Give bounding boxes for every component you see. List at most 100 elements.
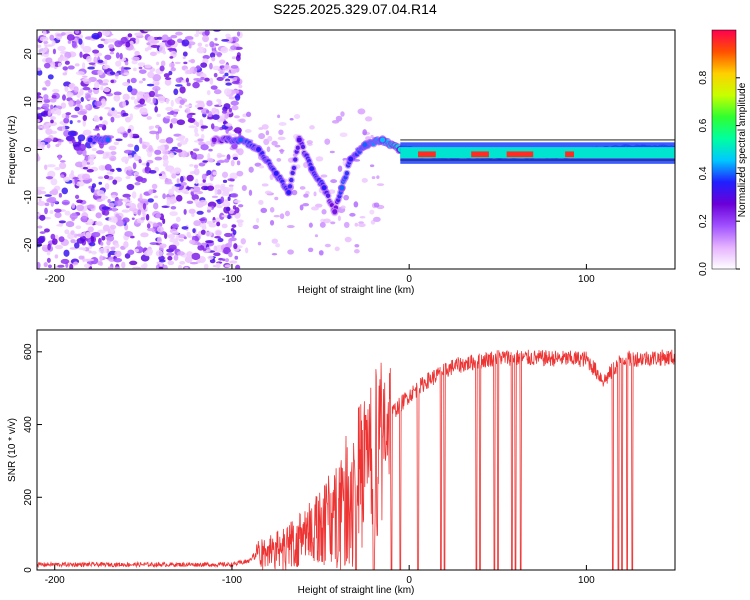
spectrogram-noise-blob (127, 33, 133, 38)
spectrogram-noise-blob (225, 82, 232, 86)
spectrogram-noise-blob (147, 198, 154, 203)
spectrogram-noise-blob (197, 42, 203, 47)
spectrogram-noise-blob (150, 44, 160, 48)
spectrogram-noise-blob (215, 162, 221, 166)
spectrogram-noise-blob (125, 41, 131, 48)
spectrogram-noise-blob (225, 33, 231, 38)
spectrogram-noise-blob (214, 184, 222, 189)
colorbar: 0.0 0.2 0.4 0.6 0.8 Normalized spectral ampl… (698, 29, 748, 276)
spectrogram-noise-blob (188, 125, 197, 129)
spectrogram-ridge-point (348, 156, 354, 162)
spectrogram-noise-blob (64, 229, 70, 235)
spectrogram-noise-blob (52, 238, 58, 245)
spectrogram-noise-blob (79, 88, 84, 96)
spectrogram-noise-blob (172, 108, 180, 112)
spectrogram-noise-blob (308, 222, 313, 228)
spectrogram-noise-blob (169, 56, 174, 59)
spectrogram-noise-blob (60, 102, 67, 109)
spectrogram-noise-blob (164, 77, 172, 81)
spectrogram-noise-blob (140, 232, 149, 238)
spectrogram-noise-blob (45, 57, 53, 64)
spectrogram-noise-blob (103, 87, 111, 93)
spectrogram-noise-blob (224, 158, 230, 163)
spectrogram-noise-blob (192, 81, 200, 89)
spectrogram-noise-blob (96, 150, 105, 155)
spectrogram-noise-blob (164, 181, 173, 185)
spectrogram-noise-blob (44, 164, 48, 170)
spectrogram-noise-blob (236, 219, 244, 224)
spectrogram-noise-blob (140, 216, 146, 221)
spectrogram-x-label: Height of straight line (km) (298, 285, 415, 296)
spectrogram-ridge-point (291, 165, 297, 171)
spectrogram-noise-blob (43, 262, 48, 268)
spectrogram-noise-blob (170, 99, 174, 107)
spectrogram-noise-blob (85, 231, 92, 239)
spectrogram-noise-blob (88, 62, 96, 65)
spectrogram-noise-blob (109, 168, 115, 173)
spectrogram-noise-blob (168, 70, 173, 76)
spectrogram-noise-blob (71, 138, 76, 144)
spectrogram-noise-blob (156, 226, 164, 233)
spectrogram-noise-blob (186, 231, 191, 238)
spectrogram-noise-blob (211, 56, 216, 62)
spectrogram-noise-blob (194, 127, 199, 134)
spectrogram-noise-blob (100, 38, 106, 42)
spectrogram-noise-blob (148, 170, 157, 174)
spectrogram-band-peak (565, 151, 574, 158)
spectrogram-noise-blob (179, 175, 184, 183)
spectrogram-noise-blob (148, 189, 154, 195)
spectrogram-noise-blob (57, 264, 65, 268)
spectrogram-noise-blob (206, 116, 214, 120)
spectrogram-noise-blob (101, 235, 106, 241)
spectrogram-noise-blob (103, 174, 110, 180)
spectrogram-noise-blob (191, 194, 200, 201)
spectrogram-noise-blob (230, 45, 237, 51)
spectrogram-noise-blob (134, 50, 140, 56)
spectrogram-noise-blob (127, 143, 134, 148)
spectrogram-noise-blob (82, 75, 88, 78)
spectrogram-noise-blob (343, 194, 350, 201)
spectrogram-noise-blob (106, 248, 110, 254)
spectrogram-noise-blob (99, 255, 103, 262)
spectrogram-noise-blob (122, 217, 130, 223)
spectrogram-noise-blob (108, 44, 115, 49)
spectrogram-noise-blob (191, 252, 201, 261)
spectrogram-noise-blob (153, 195, 159, 199)
spectrogram-noise-blob (90, 235, 95, 243)
spectrogram-noise-blob (78, 38, 83, 45)
spectrogram-noise-blob (37, 44, 42, 48)
spectrogram-noise-blob (94, 81, 100, 89)
spectrogram-y-tick-label: -10 (23, 190, 34, 205)
spectrogram-noise-blob (110, 116, 115, 123)
spectrogram-noise-blob (64, 51, 72, 59)
spectrogram-noise-blob (38, 235, 45, 243)
spectrogram-noise-blob (126, 205, 130, 209)
spectrogram-noise-blob (104, 245, 111, 250)
spectrogram-ridge-point (309, 166, 315, 172)
spectrogram-noise-blob (97, 229, 106, 234)
spectrogram-noise-blob (168, 244, 177, 251)
spectrogram-noise-blob (215, 262, 221, 269)
spectrogram-noise-blob (154, 88, 158, 96)
spectrogram-noise-blob (147, 221, 153, 224)
spectrogram-noise-blob (102, 156, 108, 159)
spectrogram-noise-blob (58, 162, 67, 170)
spectrogram-noise-blob (142, 144, 147, 150)
spectrogram-noise-blob (190, 188, 194, 192)
spectrogram-noise-blob (244, 129, 252, 133)
spectrogram-noise-blob (75, 71, 85, 76)
spectrogram-noise-blob (85, 258, 95, 262)
spectrogram-noise-blob (146, 227, 155, 232)
spectrogram-noise-blob (63, 249, 70, 257)
spectrogram-noise-blob (191, 213, 195, 217)
snr-frame (36, 329, 676, 571)
spectrogram-noise-blob (195, 100, 204, 104)
spectrogram-noise-blob (37, 225, 43, 229)
spectrogram-noise-blob (163, 159, 169, 165)
spectrogram-noise-blob (184, 256, 193, 263)
spectrogram-noise-blob (213, 252, 221, 257)
spectrogram-noise-blob (124, 61, 129, 66)
spectrogram-noise-blob (56, 108, 62, 116)
spectrogram-ridge-point (286, 190, 292, 196)
spectrogram-noise-blob (205, 240, 214, 244)
